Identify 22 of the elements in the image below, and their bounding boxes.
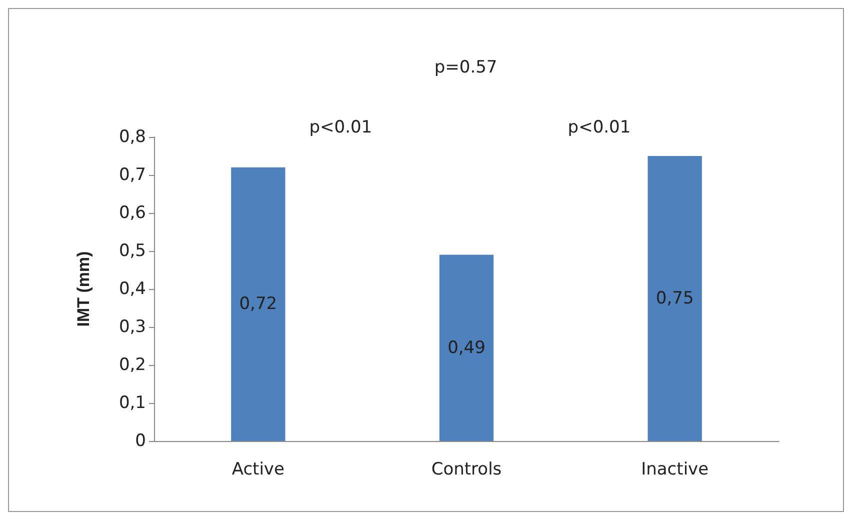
y-tick-label: 0,8: [118, 127, 146, 147]
data-label: 0,49: [448, 338, 486, 358]
annotation: p<0.01: [568, 118, 631, 138]
y-tick-label: 0: [135, 431, 146, 451]
annotation: p<0.01: [309, 118, 372, 138]
text: p=0.57: [434, 58, 498, 78]
bar: [439, 254, 494, 441]
y-tick-label: 0,7: [118, 165, 146, 185]
bar: [231, 167, 286, 441]
bar: [648, 156, 702, 441]
data-label: 0,72: [239, 294, 278, 314]
y-axis-title: IMT (mm): [74, 251, 93, 327]
y-tick-label: 0,4: [118, 279, 146, 299]
y-tick-label: 0,5: [118, 241, 146, 261]
y-tick-label: 0,2: [118, 355, 146, 375]
y-tick-label: 0,6: [118, 203, 146, 223]
y-tick-label: 0,1: [118, 393, 146, 413]
x-tick-label: Controls: [431, 460, 502, 480]
y-tick-label: 0,3: [118, 317, 146, 337]
data-label: 0,75: [656, 288, 694, 308]
x-tick-label: Inactive: [641, 460, 709, 480]
x-tick-label: Active: [232, 460, 284, 480]
